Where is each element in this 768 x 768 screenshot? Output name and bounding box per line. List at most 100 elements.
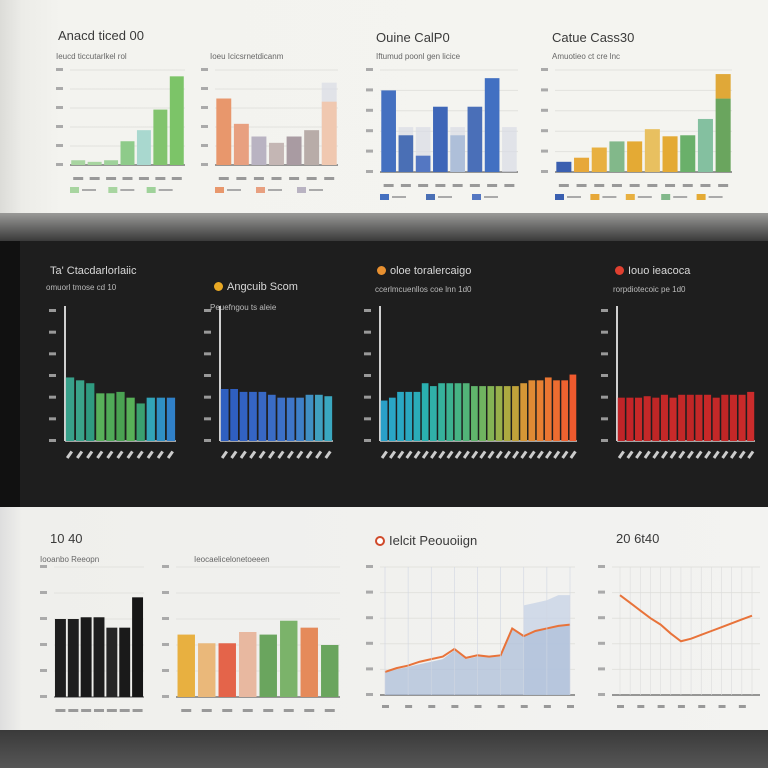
bar [156,397,166,441]
bar [286,136,302,165]
x-tick-label [230,450,238,459]
y-tick-label [601,374,608,377]
x-tick-label [73,177,84,180]
y-tick-label [40,591,47,594]
x-tick-label [253,177,264,180]
bar [106,627,118,697]
chart-svg [541,68,732,200]
y-tick-label [598,641,605,645]
y-tick-label [201,163,208,166]
x-tick-label [665,184,676,187]
y-tick-label [601,439,608,442]
legend-label [120,189,135,191]
y-tick-label [162,669,169,672]
bar [169,76,184,165]
y-tick-label [601,417,608,421]
x-tick-label [647,184,658,187]
x-tick-label [258,450,266,459]
bar [315,394,323,441]
x-tick-label [218,177,229,180]
x-tick-label [617,450,625,459]
bar [413,391,421,441]
y-tick-label [366,129,373,133]
x-tick-label [469,184,480,187]
bar [479,386,486,441]
y-tick-label [364,309,371,312]
y-tick-label [364,439,371,442]
chart-title: Ielcit Peouoiign [375,533,477,548]
x-tick-label [474,705,482,708]
x-tick-label [528,450,536,459]
bar [54,619,66,697]
y-tick-label [601,352,608,356]
y-tick-label [541,108,548,112]
bar [591,147,607,172]
legend-label [602,196,617,198]
legend-label [309,189,323,191]
bar [166,397,176,441]
chart-panel-top-1: Anacd ticed 00 Ieucd ticcutarlkel rol [40,0,200,213]
x-tick-label [678,450,686,459]
bar [484,78,500,172]
y-tick-label [162,617,169,620]
x-tick-label [430,450,438,459]
x-tick-label [629,184,640,187]
y-tick-label [598,693,605,696]
bar [678,394,686,441]
y-tick-label [364,374,371,377]
chart-subtitle: Ioeu Icicsrnetdicanm [210,52,284,61]
chart-title: oloe toralercaigo [377,265,471,277]
bar [450,135,465,172]
y-tick-label [204,352,211,356]
bar [93,617,105,697]
y-tick-label [601,309,608,312]
bar [67,619,79,697]
bar [380,400,388,441]
bar [216,98,232,165]
chart-subtitle: Ieucd ticcutarlkel rol [56,52,127,61]
x-tick-label [132,709,143,712]
bar [662,136,678,172]
chart-title: 10 40 [50,531,83,546]
x-tick-label [136,450,144,459]
bar [415,155,431,172]
y-tick-label [162,591,169,594]
bar [65,377,75,441]
x-tick-label [544,450,553,459]
bar [729,394,737,441]
chart-svg [56,68,185,193]
x-tick-label [569,450,577,459]
x-tick-label [305,450,313,459]
x-tick-label [324,177,335,180]
status-dot-icon [615,266,624,275]
bar [471,386,478,441]
x-tick-label [324,709,335,712]
bar [136,403,145,441]
x-tick-label [286,450,294,459]
y-tick-label [598,667,605,671]
bar [269,142,284,165]
x-tick-label [119,709,130,712]
chart-panel-mid-1: Ta' Ctacdarlorlaiic omuorl tmose cd 10 [30,241,190,507]
y-tick-label [598,616,605,620]
x-tick-label [611,184,622,187]
chart-title: Iouo ieacoca [615,265,690,277]
bar [280,620,298,697]
x-tick-label [267,450,276,459]
x-tick-label [567,705,574,708]
x-tick-label [249,450,257,459]
y-tick-label [366,565,373,568]
x-tick-label [397,450,405,459]
x-tick-label [126,450,134,459]
x-tick-label [138,177,149,180]
y-tick-label [366,616,373,620]
x-tick-label [435,184,446,187]
bar [617,397,625,441]
x-tick-label [383,184,394,187]
chart-panel-mid-3: oloe toralercaigo ccerlmcuenllos coe lnn… [355,241,595,507]
legend-label [227,189,241,191]
y-tick-label [366,170,373,173]
bar [75,380,85,441]
x-tick-label [553,450,561,459]
y-tick-label [541,88,548,92]
